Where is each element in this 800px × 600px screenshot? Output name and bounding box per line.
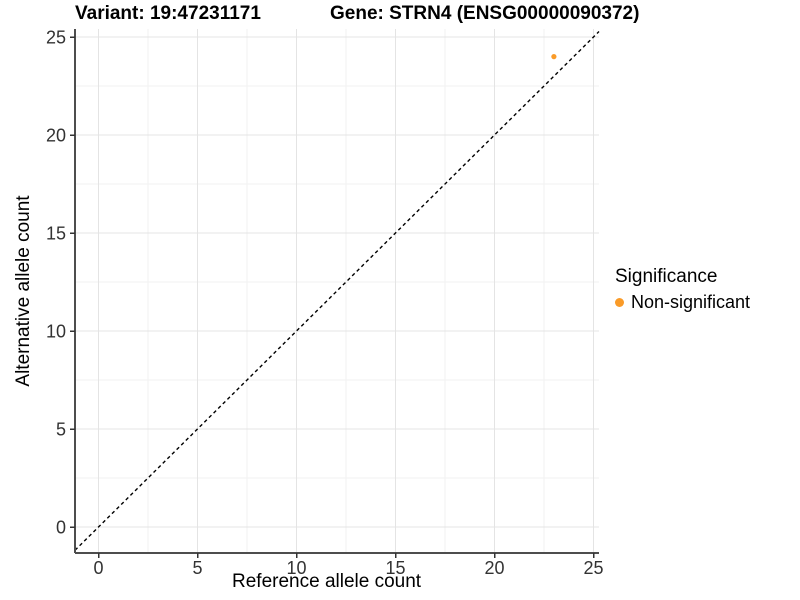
- y-tick-label: 15: [46, 224, 66, 244]
- legend-title: Significance: [615, 266, 718, 287]
- x-tick-label: 0: [93, 558, 103, 578]
- x-tick-label: 20: [484, 558, 504, 578]
- y-tick-label: 25: [46, 28, 66, 48]
- y-tick-label: 0: [56, 518, 66, 538]
- data-point-non-significant: [551, 54, 557, 60]
- x-tick-label: 15: [385, 558, 405, 578]
- legend: Significance Non-significant: [615, 265, 795, 313]
- variant-title: Variant: 19:47231171: [75, 3, 261, 24]
- y-tick-label: 10: [46, 322, 66, 342]
- legend-item-label: Non-significant: [631, 292, 751, 312]
- identity-line: [74, 31, 600, 551]
- legend-item-non-significant: Non-significant: [615, 291, 795, 313]
- y-tick-label: 20: [46, 126, 66, 146]
- y-axis-title: Alternative allele count: [13, 195, 34, 387]
- gene-title: Gene: STRN4 (ENSG00000090372): [330, 3, 640, 24]
- x-tick-label: 5: [192, 558, 202, 578]
- x-axis-title: Reference allele count: [232, 571, 422, 592]
- legend-point-icon: [615, 297, 624, 307]
- x-tick-label: 25: [583, 558, 603, 578]
- x-tick-label: 10: [286, 558, 306, 578]
- y-tick-label: 5: [56, 420, 66, 440]
